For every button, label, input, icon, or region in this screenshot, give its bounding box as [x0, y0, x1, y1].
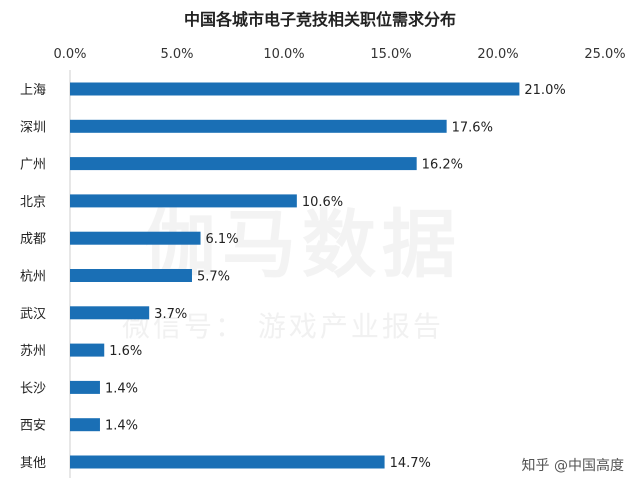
data-label: 3.7% [154, 307, 187, 322]
category-label: 武汉 [20, 307, 46, 322]
x-tick-label: 25.0% [584, 47, 625, 62]
bar [70, 455, 385, 469]
category-label: 广州 [20, 158, 46, 173]
x-tick-label: 15.0% [370, 47, 411, 62]
watermark-main: 伽马数据 [142, 202, 462, 288]
source-credit: 知乎 @中国高度 [521, 458, 624, 474]
data-label: 1.6% [109, 344, 142, 359]
category-label: 苏州 [20, 343, 46, 359]
x-tick-label: 20.0% [477, 47, 518, 62]
data-label: 10.6% [302, 195, 343, 210]
bar [70, 418, 100, 432]
bar [70, 157, 417, 171]
bar [70, 119, 447, 133]
category-label: 其他 [20, 456, 46, 471]
bar [70, 306, 150, 320]
category-label: 杭州 [20, 270, 46, 285]
data-label: 6.1% [206, 232, 239, 247]
bar [70, 380, 100, 394]
bar [70, 82, 520, 96]
category-label: 成都 [20, 232, 46, 247]
data-label: 16.2% [422, 158, 463, 173]
chart-title: 中国各城市电子竞技相关职位需求分布 [183, 10, 456, 29]
bar [70, 343, 105, 357]
category-label: 西安 [20, 419, 46, 434]
data-label: 14.7% [390, 456, 431, 471]
x-tick-label: 5.0% [160, 47, 193, 62]
data-label: 5.7% [197, 270, 230, 285]
category-label: 北京 [20, 195, 46, 210]
watermark-sub: 微信号： 游戏产业报告 [122, 310, 444, 343]
x-tick-label: 0.0% [53, 47, 86, 62]
bar [70, 231, 201, 245]
category-label: 长沙 [20, 381, 46, 396]
data-label: 1.4% [105, 381, 138, 396]
data-label: 17.6% [452, 120, 493, 135]
x-tick-label: 10.0% [263, 47, 304, 62]
bar [70, 269, 192, 282]
data-label: 21.0% [524, 83, 565, 98]
bar [70, 194, 297, 208]
data-label: 1.4% [105, 419, 138, 434]
category-label: 深圳 [20, 120, 46, 135]
category-label: 上海 [20, 83, 46, 98]
